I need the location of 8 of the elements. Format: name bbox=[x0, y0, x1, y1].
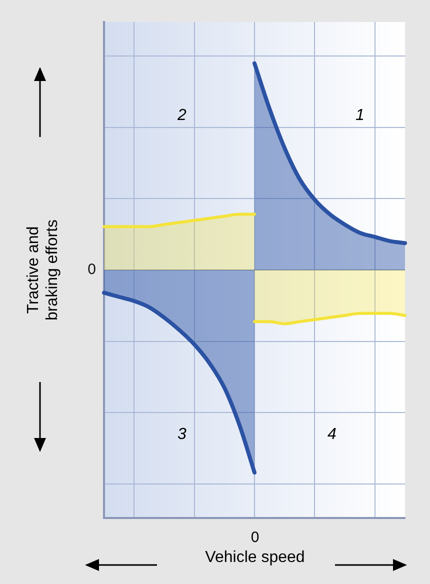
annotation: 1 bbox=[354, 107, 366, 125]
ref-line-label: 0 bbox=[88, 261, 96, 278]
y-axis-title: Tractive and braking efforts bbox=[24, 218, 62, 323]
annotation: 2 bbox=[176, 107, 188, 125]
text: 0 bbox=[250, 529, 260, 546]
annotation: 3 bbox=[176, 426, 188, 444]
annotation: 4 bbox=[326, 426, 338, 444]
x-axis-title: Vehicle speed bbox=[204, 549, 306, 567]
